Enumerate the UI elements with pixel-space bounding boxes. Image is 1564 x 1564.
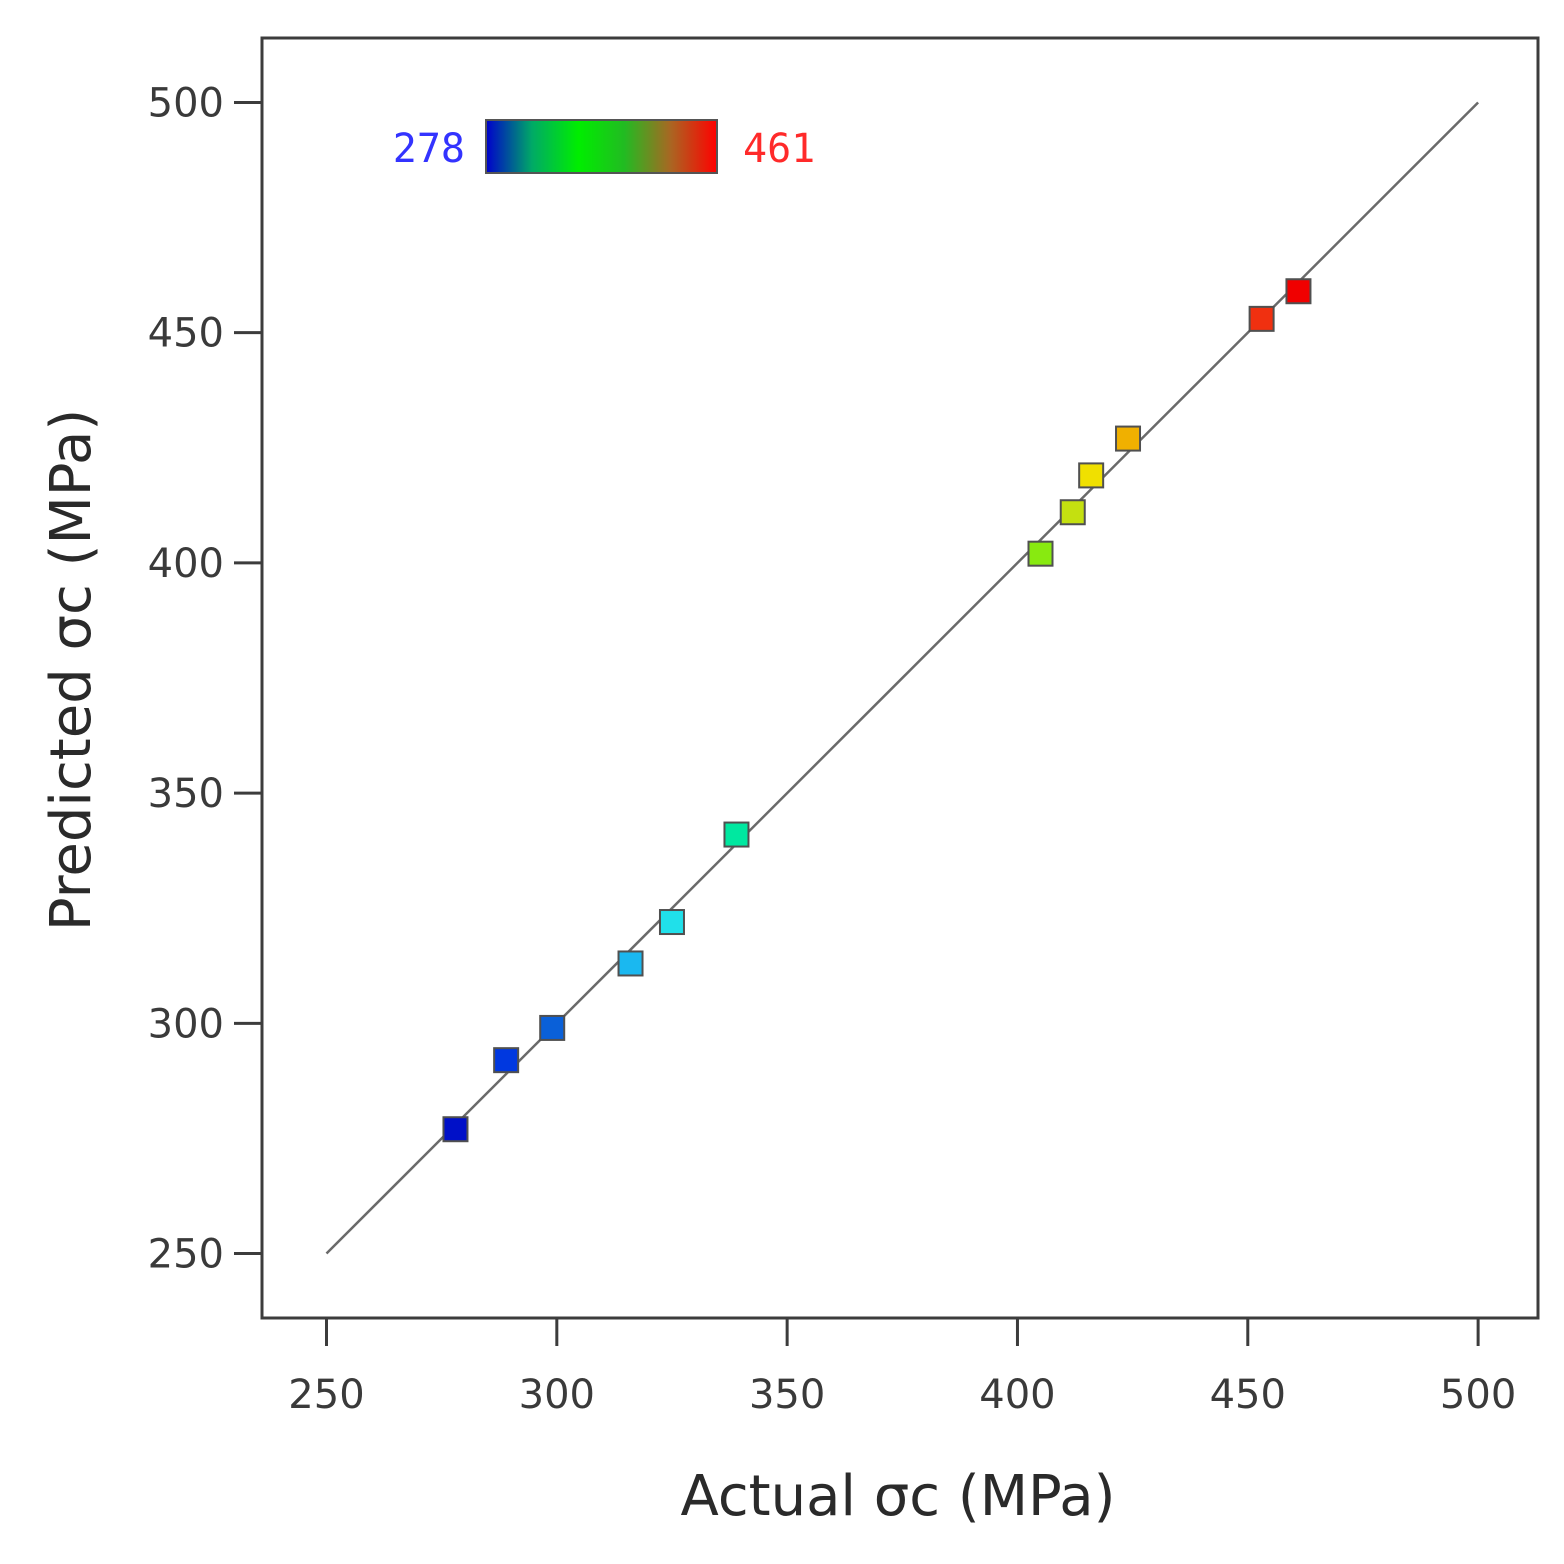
x-tick-label: 500 [1440, 1372, 1516, 1418]
x-tick-label: 400 [979, 1372, 1055, 1418]
y-tick-label: 250 [148, 1232, 224, 1278]
data-points [442, 278, 1312, 1143]
x-tick-label: 350 [749, 1372, 825, 1418]
y-tick-label: 300 [148, 1001, 224, 1047]
data-point [1027, 540, 1054, 567]
legend-min-label: 278 [393, 126, 465, 172]
x-tick-label: 450 [1210, 1372, 1286, 1418]
data-point [1285, 278, 1312, 305]
data-point [1115, 425, 1142, 452]
data-point [493, 1047, 520, 1074]
y-tick-label: 400 [148, 541, 224, 587]
legend-gradient-bar [485, 119, 718, 174]
data-point [539, 1014, 566, 1041]
data-point [658, 909, 685, 936]
y-tick-label: 500 [148, 80, 224, 126]
x-axis: 250 300 350 400 450 500 [288, 1318, 1516, 1418]
x-tick-label: 300 [519, 1372, 595, 1418]
data-point [1059, 499, 1086, 526]
legend-max-label: 461 [743, 126, 815, 172]
data-point [1248, 305, 1275, 332]
y-axis: 250 300 350 400 450 500 [148, 80, 262, 1278]
data-point [1078, 462, 1105, 489]
y-tick-label: 350 [148, 771, 224, 817]
x-axis-title: Actual σc (MPa) [681, 1464, 1116, 1529]
data-point [723, 821, 750, 848]
color-legend: 278 461 [393, 119, 815, 174]
data-point [442, 1116, 469, 1143]
x-tick-label: 250 [288, 1372, 364, 1418]
y-axis-title: Predicted σc (MPa) [39, 409, 104, 931]
data-point [617, 950, 644, 977]
y-tick-label: 450 [148, 311, 224, 357]
